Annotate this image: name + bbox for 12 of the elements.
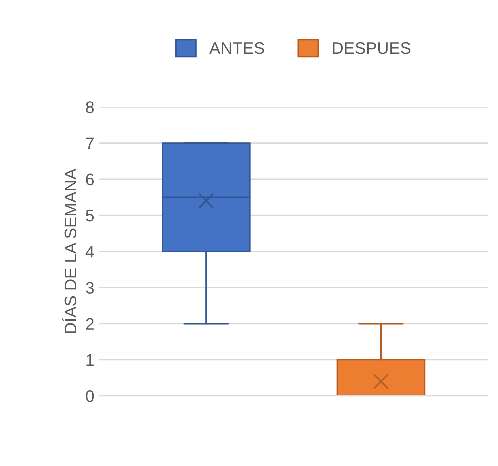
y-tick-label: 7: [86, 138, 94, 150]
y-axis-title: DÍAS DE LA SEMANA: [62, 168, 77, 334]
legend-label: DESPUES: [333, 42, 411, 54]
y-tick-label: 0: [86, 390, 94, 402]
y-tick-label: 4: [86, 246, 94, 258]
y-tick-label: 1: [86, 354, 94, 366]
y-tick-label: 2: [86, 318, 94, 330]
y-tick-label: 3: [86, 282, 94, 294]
y-tick-label: 8: [86, 102, 94, 114]
legend-label: ANTES: [210, 42, 264, 54]
y-tick-label: 6: [86, 174, 94, 186]
y-tick-label: 5: [86, 210, 94, 222]
